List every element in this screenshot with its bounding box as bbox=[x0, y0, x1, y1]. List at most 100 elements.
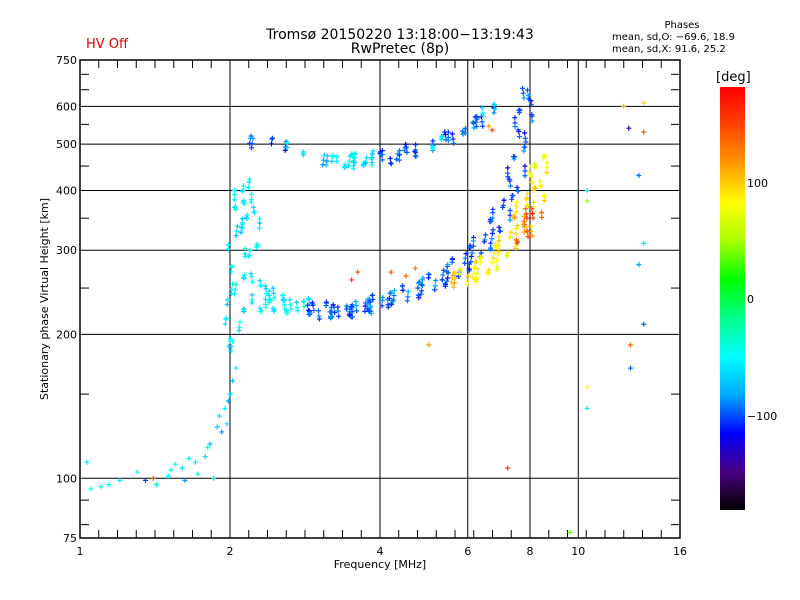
data-point bbox=[641, 100, 647, 106]
phase-stats-x: mean, sd,X: 91.6, 25.2 bbox=[612, 44, 726, 55]
data-point bbox=[257, 220, 263, 226]
x-tick-label: 1 bbox=[77, 545, 84, 558]
data-point bbox=[264, 291, 270, 297]
data-point bbox=[480, 123, 486, 129]
data-point bbox=[239, 220, 245, 226]
data-point bbox=[468, 245, 474, 251]
data-point bbox=[387, 156, 393, 162]
data-point bbox=[250, 135, 256, 141]
data-point bbox=[522, 144, 528, 150]
data-point bbox=[84, 459, 90, 465]
data-point bbox=[641, 321, 647, 327]
data-point bbox=[530, 215, 536, 221]
data-point bbox=[520, 90, 526, 96]
data-point bbox=[202, 454, 208, 460]
data-point bbox=[488, 245, 494, 251]
data-point bbox=[507, 235, 513, 241]
data-point bbox=[426, 342, 432, 348]
data-point bbox=[513, 243, 519, 249]
data-point bbox=[496, 224, 502, 230]
data-point bbox=[474, 115, 480, 121]
data-point bbox=[523, 211, 529, 217]
data-point bbox=[352, 150, 358, 156]
data-point bbox=[488, 240, 494, 246]
x-tick-label: 10 bbox=[571, 545, 585, 558]
data-point bbox=[537, 178, 543, 184]
data-point bbox=[522, 163, 528, 169]
data-point bbox=[266, 288, 272, 294]
data-point bbox=[462, 255, 468, 261]
data-point bbox=[271, 290, 277, 296]
data-point bbox=[525, 229, 531, 235]
data-point bbox=[525, 233, 531, 239]
data-point bbox=[539, 214, 545, 220]
data-point bbox=[316, 313, 322, 319]
data-point bbox=[249, 279, 255, 285]
data-point bbox=[413, 150, 419, 156]
data-point bbox=[522, 135, 528, 141]
data-point bbox=[444, 278, 450, 284]
data-point bbox=[513, 203, 519, 209]
data-point bbox=[362, 160, 368, 166]
data-point bbox=[284, 145, 290, 151]
data-point bbox=[246, 252, 252, 258]
data-point bbox=[263, 296, 269, 302]
data-point bbox=[257, 278, 263, 284]
data-point bbox=[241, 306, 247, 312]
data-point bbox=[490, 227, 496, 233]
data-point bbox=[494, 256, 500, 262]
data-point bbox=[491, 250, 497, 256]
data-point bbox=[385, 304, 391, 310]
data-point bbox=[347, 306, 353, 312]
data-point bbox=[249, 274, 255, 280]
data-point bbox=[529, 112, 535, 118]
data-point bbox=[501, 197, 507, 203]
data-point bbox=[391, 297, 397, 303]
data-point bbox=[517, 133, 523, 139]
data-point bbox=[405, 289, 411, 295]
data-point bbox=[511, 212, 517, 218]
data-point bbox=[525, 92, 531, 98]
data-point bbox=[232, 287, 238, 293]
data-point bbox=[228, 269, 234, 275]
data-point bbox=[301, 298, 307, 304]
data-point bbox=[521, 221, 527, 227]
data-point bbox=[531, 161, 537, 167]
data-point bbox=[363, 159, 369, 165]
data-point bbox=[470, 275, 476, 281]
hv-status: HV Off bbox=[86, 37, 128, 52]
data-point bbox=[222, 321, 228, 327]
data-point bbox=[505, 165, 511, 171]
data-point bbox=[247, 140, 253, 146]
data-point bbox=[490, 255, 496, 261]
data-point bbox=[542, 154, 548, 160]
data-point bbox=[320, 157, 326, 163]
data-point bbox=[494, 264, 500, 270]
data-point bbox=[391, 293, 397, 299]
data-point bbox=[248, 271, 254, 277]
data-point bbox=[514, 184, 520, 190]
data-point bbox=[257, 225, 263, 231]
data-point bbox=[280, 292, 286, 298]
plot-frame bbox=[79, 59, 681, 539]
data-point bbox=[242, 246, 248, 252]
data-point bbox=[142, 477, 148, 483]
data-point bbox=[168, 467, 174, 473]
data-point bbox=[330, 152, 336, 158]
data-point bbox=[387, 291, 393, 297]
data-point bbox=[474, 123, 480, 129]
data-point bbox=[469, 250, 475, 256]
data-point bbox=[468, 253, 474, 259]
data-point bbox=[477, 255, 483, 261]
data-point bbox=[336, 313, 342, 319]
data-point bbox=[301, 304, 307, 310]
data-point bbox=[225, 297, 231, 303]
data-point bbox=[404, 149, 410, 155]
data-point bbox=[192, 459, 198, 465]
data-point bbox=[257, 216, 263, 222]
data-point bbox=[350, 154, 356, 160]
data-point bbox=[324, 158, 330, 164]
data-point bbox=[529, 205, 535, 211]
data-point bbox=[354, 308, 360, 314]
data-point bbox=[507, 217, 513, 223]
